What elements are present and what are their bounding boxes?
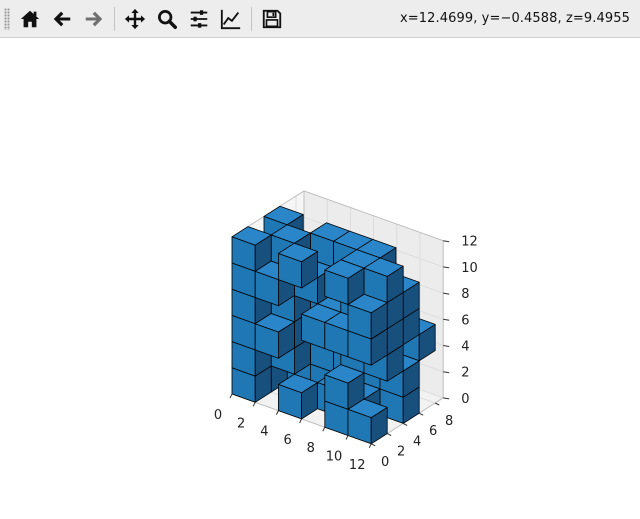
- cursor-coordinates: x=12.4699, y=−0.4588, z=9.4955: [399, 11, 630, 26]
- z-tick: [443, 292, 450, 295]
- voxel-cube: [277, 373, 319, 420]
- voxel-cube: [231, 226, 272, 272]
- z-tick: [443, 240, 450, 243]
- voxel-cubes: [231, 205, 436, 445]
- voxel-cube: [324, 364, 365, 410]
- edit-axis-button[interactable]: [217, 4, 245, 34]
- y-tick: [386, 433, 392, 437]
- y-tick: [402, 422, 408, 426]
- voxel-top-face: [324, 364, 365, 384]
- voxel-top-face: [347, 398, 388, 419]
- back-button[interactable]: [48, 4, 76, 34]
- z-tick-label: 10: [461, 261, 478, 276]
- voxel-cube: [231, 365, 272, 403]
- toolbar-separator: [251, 6, 252, 31]
- sliders-icon: [190, 9, 208, 28]
- voxel-top-face: [324, 259, 365, 279]
- voxel-top-face: [277, 242, 319, 263]
- home-icon: [20, 10, 40, 27]
- y-tick: [418, 412, 424, 416]
- navigation-toolbar: x=12.4699, y=−0.4588, z=9.4955: [0, 0, 640, 38]
- x-tick-label: 4: [260, 425, 268, 440]
- y-tick-label: 2: [397, 445, 405, 460]
- floppy-disk-icon: [262, 9, 282, 28]
- z-tick: [443, 266, 450, 269]
- x-tick-label: 6: [283, 433, 291, 448]
- voxel-top-face: [270, 224, 311, 244]
- voxel-cube: [324, 259, 365, 305]
- voxel-top-face: [254, 313, 295, 333]
- toolbar-grip[interactable]: [4, 7, 10, 30]
- x-tick: [229, 393, 233, 399]
- arrow-right-icon: [85, 11, 103, 26]
- x-tick-label: 8: [307, 441, 315, 456]
- x-tick-label: 2: [237, 416, 245, 431]
- z-tick: [443, 397, 450, 400]
- configure-subplots-button[interactable]: [185, 4, 213, 34]
- magnifier-icon: [158, 9, 177, 29]
- x-tick: [252, 402, 256, 407]
- z-tick-label: 6: [461, 313, 469, 328]
- voxel-cube: [277, 242, 319, 289]
- x-tick-label: 0: [214, 408, 222, 423]
- z-tick: [443, 371, 450, 374]
- toolbar-separator: [114, 6, 115, 31]
- z-tick-label: 4: [461, 340, 469, 355]
- y-tick: [434, 402, 440, 406]
- forward-button[interactable]: [80, 4, 108, 34]
- z-tick-label: 8: [461, 287, 469, 302]
- x-tick-label: 10: [326, 450, 343, 465]
- voxel-top-face: [263, 205, 304, 226]
- z-tick: [443, 318, 450, 321]
- y-tick-label: 8: [445, 414, 453, 429]
- move-icon: [124, 8, 146, 29]
- x-tick: [368, 443, 372, 449]
- voxel-top-face: [277, 373, 319, 394]
- pane-edge: [303, 190, 444, 242]
- voxel-top-face: [231, 226, 272, 246]
- voxel-cube: [347, 398, 388, 445]
- arrow-left-icon: [53, 11, 71, 26]
- z-tick-label: 2: [461, 366, 469, 381]
- x-tick: [322, 426, 326, 432]
- voxel-top-face: [363, 257, 404, 277]
- line-chart-icon: [220, 9, 241, 29]
- save-button[interactable]: [258, 4, 286, 34]
- voxel-cube: [363, 257, 404, 304]
- voxel-cube: [254, 313, 295, 359]
- y-tick-label: 0: [381, 455, 389, 470]
- y-tick-label: 6: [429, 424, 437, 439]
- voxel-top-face: [347, 293, 388, 314]
- x-tick: [299, 418, 303, 424]
- z-tick: [443, 345, 450, 347]
- x-tick-label: 12: [349, 458, 366, 473]
- zoom-button[interactable]: [153, 4, 181, 34]
- x-tick: [345, 435, 349, 440]
- pan-button[interactable]: [121, 4, 149, 34]
- y-tick: [370, 443, 376, 447]
- z-tick-label: 0: [461, 392, 469, 407]
- home-button[interactable]: [16, 4, 44, 34]
- y-tick-label: 4: [413, 434, 421, 449]
- voxel-cube: [347, 293, 388, 340]
- x-tick: [275, 410, 279, 415]
- z-tick-label: 12: [461, 235, 478, 250]
